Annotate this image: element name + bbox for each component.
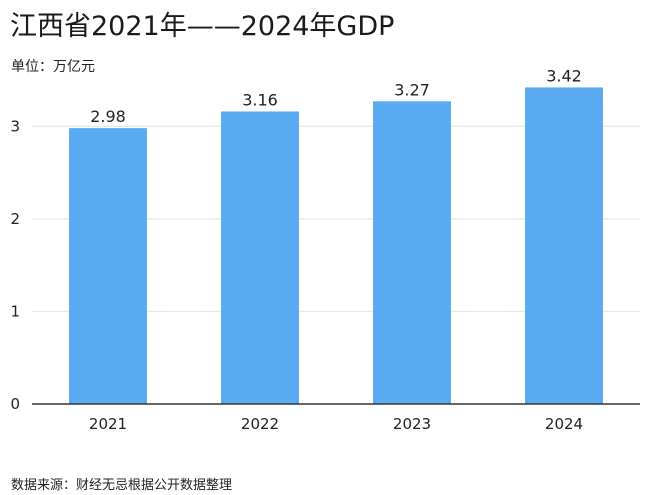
x-tick-label: 2021 [89, 415, 127, 433]
y-tick-label: 0 [10, 395, 20, 413]
data-label: 2.98 [90, 107, 126, 126]
bar [525, 87, 603, 405]
bar [69, 128, 147, 404]
x-tick-label: 2022 [241, 415, 279, 433]
y-tick-label: 1 [10, 302, 20, 320]
bar [221, 111, 299, 404]
chart-title: 江西省2021年——2024年GDP [10, 11, 395, 42]
source-note: 数据来源：财经无忌根据公开数据整理 [11, 478, 233, 493]
y-tick-label: 3 [10, 117, 20, 135]
y-tick-label: 2 [10, 210, 20, 228]
data-label: 3.27 [394, 80, 430, 99]
unit-label: 单位：万亿元 [11, 59, 95, 75]
data-label: 3.16 [242, 90, 278, 109]
x-tick-label: 2023 [393, 415, 431, 433]
data-label: 3.42 [546, 66, 582, 85]
bar [373, 101, 451, 404]
x-tick-label: 2024 [545, 415, 583, 433]
